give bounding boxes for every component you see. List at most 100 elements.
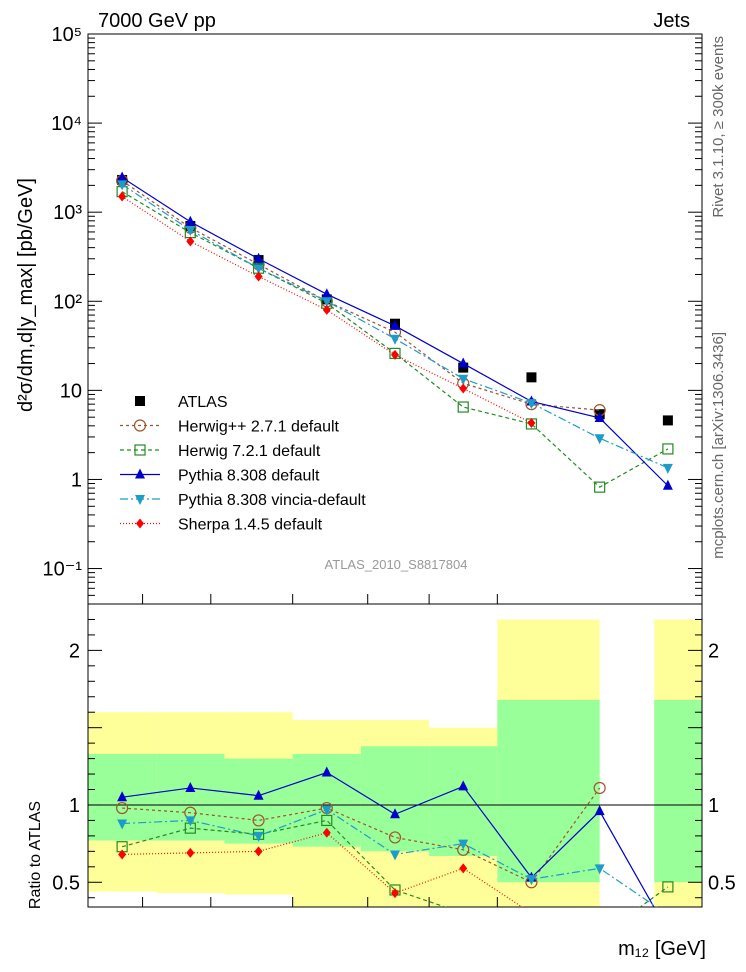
ratio-tick-label-left: 2 [69,640,80,662]
legend-label: Herwig 7.2.1 default [178,443,321,460]
data-point [186,236,195,247]
main-y-axis-label: d²σ/dm,d|y_max| [pb/GeV] [15,178,37,412]
data-point [457,401,469,413]
data-point [322,304,331,315]
uncertainty-band-green [156,753,225,841]
ratio-point [117,791,128,802]
ratio-point [186,847,195,858]
ratio-point [458,780,469,791]
uncertainty-band-green [565,699,600,883]
ratio-point [253,831,264,842]
ratio-point [594,805,605,816]
data-point [254,271,263,282]
legend-label: Pythia 8.308 vincia-default [178,492,366,509]
ratio-point [117,819,128,830]
legend-label: Herwig++ 2.7.1 default [178,419,340,436]
y-tick-label: 10⁴ [51,113,82,135]
legend-label: ATLAS [178,394,228,411]
data-point [390,319,400,330]
uncertainty-band-green [654,699,702,883]
legend-label: Pythia 8.308 default [178,468,320,485]
y-tick-label: 10³ [53,202,82,224]
data-point [662,463,673,474]
ratio-line [121,819,669,907]
ratio-point [253,789,264,800]
y-tick-label: 10² [53,291,82,313]
beam-title: 7000 GeV pp [98,10,216,32]
data-point [185,226,196,237]
x-axis-label: m₁₂ [GeV] [618,938,706,960]
data-point [526,372,537,383]
legend-marker [135,495,145,505]
main-panel: 10⁻¹ 1 10 10² 10³ 10⁴ 10⁵ [43,24,703,605]
ratio-y-axis-label: Ratio to ATLAS [27,801,44,909]
legend-marker [134,444,146,456]
data-point [594,411,605,422]
data-point [253,252,264,263]
y-tick-label: 10 [60,380,82,402]
data-point [458,362,469,373]
ratio-tick-label-right: 1 [708,795,719,817]
ratio-point [321,766,332,777]
ratio-point [526,875,537,886]
ratio-point [593,781,606,795]
data-point [321,288,332,299]
data-point [527,418,536,429]
data-point [662,479,673,490]
ratio-point [388,831,402,844]
ratio-point [390,808,400,819]
ratio-tick-label-left: 1 [69,795,80,817]
ratio-point [458,839,469,850]
data-point [253,264,264,275]
legend-marker [135,396,145,406]
series-line [121,183,669,469]
ratio-point [185,816,196,827]
ratio-point [662,881,674,893]
data-point [662,415,673,426]
data-point [458,374,469,385]
legend-label: Sherpa 1.4.5 default [178,517,323,534]
y-tick-label: 1 [71,469,82,491]
legend-marker [136,518,144,529]
data-point [185,220,196,231]
data-point [117,171,128,182]
data-point [526,399,537,410]
ratio-panel: 0.5 0.5 1 1 2 2 [52,603,736,908]
data-point [321,297,332,308]
ratio-line [122,787,601,884]
uncertainty-band-green [429,746,498,856]
ratio-point [459,863,468,874]
legend-marker [135,468,145,479]
data-point [185,215,196,226]
ratio-tick-label-right: 0.5 [708,872,736,894]
data-point [390,334,400,345]
ratio-point [252,814,265,827]
legend: ATLAS Herwig++ 2.7.1 default Herwig 7.2.1 … [120,394,366,534]
data-point [662,443,674,455]
data-point [594,481,606,493]
ratio-point [322,827,331,838]
series-line [121,180,600,411]
ratio-frame [87,603,703,908]
y-tick-label: 10⁻¹ [43,559,83,581]
data-point [594,434,605,445]
data-point [458,357,469,368]
rivet-label: Rivet 3.1.10, ≥ 300k events [710,36,727,218]
data-point [459,383,468,394]
uncertainty-band-green [497,699,566,883]
analysis-label: ATLAS_2010_S8817804 [325,557,468,572]
mcplots-label: mcplots.cern.ch [arXiv:1306.3436] [710,332,727,559]
observable-title: Jets [653,10,690,32]
uncertainty-band-green [360,746,430,852]
ratio-point [321,805,332,816]
ratio-point [118,849,127,860]
ratio-point [185,781,196,792]
ratio-point [390,850,400,861]
y-tick-label: 10⁵ [51,24,82,46]
ratio-point [254,846,263,857]
data-point [117,180,128,191]
ratio-point [594,864,605,875]
ratio-point [116,801,129,815]
legend-marker [133,419,147,432]
